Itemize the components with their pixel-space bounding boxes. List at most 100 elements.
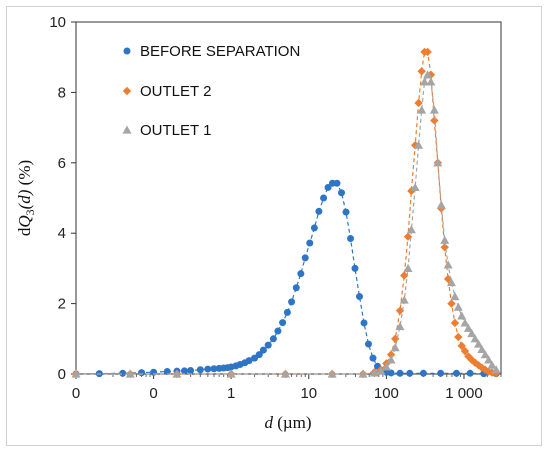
- data-point: [292, 284, 300, 292]
- data-point: [255, 351, 263, 359]
- data-point: [280, 369, 290, 378]
- data-point: [125, 369, 135, 378]
- data-point: [406, 225, 416, 234]
- series-layer: [71, 47, 501, 379]
- data-point: [457, 311, 467, 320]
- data-point: [403, 263, 413, 272]
- data-point: [399, 295, 409, 304]
- data-point: [453, 302, 463, 311]
- data-point: [433, 158, 443, 167]
- x-tick-label: 1: [227, 385, 235, 402]
- data-point: [470, 334, 480, 343]
- chart-frame: [6, 6, 542, 446]
- data-point: [396, 369, 404, 377]
- data-point: [463, 323, 473, 332]
- data-point: [283, 308, 291, 316]
- data-point: [71, 369, 81, 378]
- data-point: [395, 306, 405, 315]
- legend-label: OUTLET 1: [140, 122, 211, 139]
- data-point: [390, 343, 400, 352]
- data-point: [163, 368, 171, 376]
- data-point: [386, 350, 396, 359]
- data-point: [450, 292, 460, 301]
- data-point: [204, 365, 212, 373]
- plot-area: [75, 21, 502, 375]
- data-point: [440, 235, 450, 244]
- data-point: [387, 369, 395, 377]
- data-point: [301, 254, 309, 262]
- data-point: [376, 366, 386, 375]
- data-point: [429, 105, 439, 114]
- legend-marker: [122, 86, 132, 96]
- data-point: [279, 319, 287, 327]
- data-point: [306, 239, 314, 247]
- data-point: [310, 224, 318, 232]
- x-tick-label: 0: [72, 385, 80, 402]
- data-point: [474, 339, 484, 348]
- data-point: [477, 344, 487, 353]
- data-point: [436, 200, 446, 209]
- data-point: [338, 189, 346, 197]
- data-point: [288, 298, 296, 306]
- x-axis-title: d (µm): [264, 413, 311, 432]
- data-point: [491, 365, 501, 374]
- x-tick-label: 1 000: [445, 385, 483, 402]
- data-point: [210, 365, 218, 373]
- data-point: [297, 270, 305, 278]
- y-tick-label: 0: [58, 366, 66, 383]
- legend: BEFORE SEPARATION OUTLET 2 OUTLET 1: [122, 43, 300, 139]
- series-line: [76, 51, 497, 375]
- data-point: [172, 369, 182, 378]
- data-point: [196, 366, 204, 374]
- data-point: [259, 346, 267, 354]
- y-tick-label: 8: [58, 84, 66, 101]
- data-point: [119, 369, 127, 377]
- data-point: [355, 293, 363, 301]
- data-point: [454, 332, 463, 342]
- data-point: [395, 321, 405, 331]
- data-point: [420, 77, 430, 86]
- data-point: [426, 77, 436, 86]
- data-point: [360, 319, 368, 327]
- y-axis-title: dQ3(d) (%): [15, 160, 37, 236]
- data-point: [358, 369, 368, 378]
- data-point: [410, 182, 420, 192]
- data-point: [138, 369, 146, 377]
- data-point: [423, 47, 432, 57]
- series-1: [71, 47, 501, 379]
- x-tick-label: 0: [149, 385, 157, 402]
- data-point: [430, 116, 439, 125]
- data-point: [381, 362, 391, 371]
- data-point: [417, 105, 427, 114]
- data-point: [333, 179, 341, 187]
- data-point: [452, 369, 460, 377]
- data-point: [460, 346, 470, 356]
- legend-label: BEFORE SEPARATION: [140, 43, 300, 60]
- data-point: [245, 357, 253, 365]
- data-point: [180, 367, 188, 375]
- series-2: [71, 70, 501, 378]
- y-tick-label: 2: [58, 296, 66, 313]
- data-point: [369, 354, 377, 362]
- data-point: [419, 369, 427, 377]
- y-tick-label: 4: [58, 225, 66, 242]
- data-point: [342, 208, 350, 216]
- x-tick-label: 100: [374, 385, 399, 402]
- data-point: [443, 260, 453, 269]
- y-tick-label: 10: [49, 14, 66, 31]
- data-point: [457, 341, 466, 351]
- data-point: [327, 369, 337, 378]
- data-point: [450, 318, 460, 328]
- legend-label: OUTLET 2: [140, 83, 211, 100]
- data-point: [406, 369, 414, 377]
- data-point: [351, 264, 359, 272]
- data-point: [484, 355, 494, 364]
- data-point: [403, 232, 413, 241]
- data-point: [466, 369, 474, 377]
- data-point: [264, 341, 272, 349]
- y-tick-label: 6: [58, 155, 66, 172]
- data-point: [467, 329, 477, 338]
- data-point: [364, 340, 372, 348]
- data-point: [460, 318, 470, 327]
